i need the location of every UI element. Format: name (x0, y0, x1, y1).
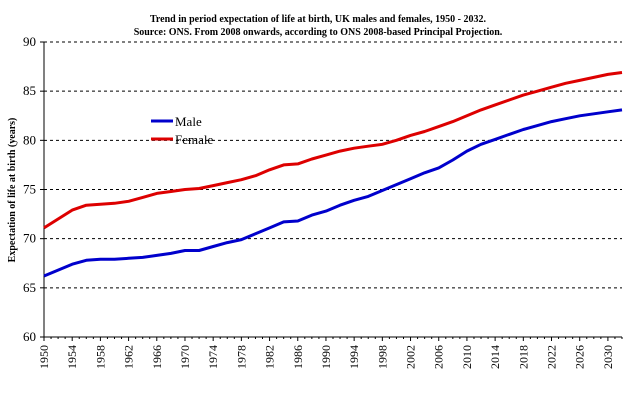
y-tick-label-70: 70 (23, 231, 36, 246)
chart-title: Trend in period expectation of life at b… (150, 14, 486, 25)
chart-subtitle: Source: ONS. From 2008 onwards, accordin… (134, 27, 503, 38)
x-tick-label-1998: 1998 (375, 345, 389, 369)
axes (40, 41, 623, 341)
series-lines (43, 71, 623, 278)
x-tick-label-1970: 1970 (178, 345, 192, 369)
x-tick-labels: 1950 1954 1958 1962 1966 1970 1974 1978 1982 1986… (37, 345, 615, 369)
y-tick-label-80: 80 (23, 132, 36, 147)
series-line-female (43, 71, 623, 230)
x-tick-label-2014: 2014 (488, 345, 502, 369)
x-tick-label-1962: 1962 (122, 345, 136, 369)
x-tick-label-1974: 1974 (206, 345, 220, 369)
x-tick-label-2010: 2010 (460, 345, 474, 369)
x-tick-label-1958: 1958 (93, 345, 107, 369)
x-tick-label-2026: 2026 (573, 345, 587, 369)
y-tick-label-60: 60 (23, 329, 36, 344)
legend-label-male: Male (175, 114, 202, 129)
gridlines (44, 41, 622, 289)
legend: Male Female (151, 114, 213, 147)
x-tick-label-2022: 2022 (545, 345, 559, 369)
y-tick-label-85: 85 (23, 83, 36, 98)
legend-label-female: Female (175, 132, 213, 147)
x-tick-label-2002: 2002 (404, 345, 418, 369)
x-tick-label-2030: 2030 (601, 345, 615, 369)
x-tick-label-1990: 1990 (319, 345, 333, 369)
x-tick-label-2006: 2006 (432, 345, 446, 369)
y-tick-labels: 60 65 70 75 80 85 90 (23, 34, 36, 344)
x-tick-label-1978: 1978 (234, 345, 248, 369)
y-axis-label: Expectation of life at birth (years) (7, 118, 18, 263)
y-tick-label-90: 90 (23, 34, 36, 49)
x-tick-label-1950: 1950 (37, 345, 51, 369)
x-tick-label-1954: 1954 (65, 345, 79, 369)
y-tick-label-65: 65 (23, 280, 36, 295)
series-line-male (43, 108, 623, 278)
x-tick-label-1982: 1982 (263, 345, 277, 369)
y-tick-label-75: 75 (23, 182, 36, 197)
x-tick-label-1966: 1966 (150, 345, 164, 369)
x-tick-label-2018: 2018 (516, 345, 530, 369)
x-tick-label-1986: 1986 (291, 345, 305, 369)
x-tick-label-1994: 1994 (347, 345, 361, 369)
